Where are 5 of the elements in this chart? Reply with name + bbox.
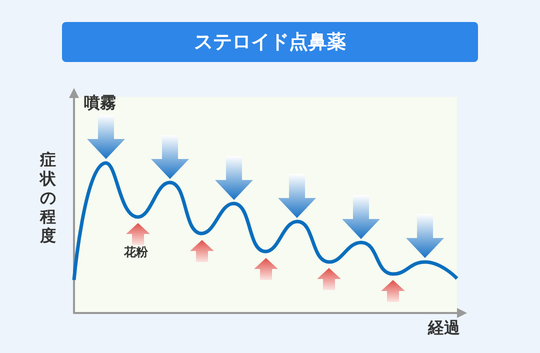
chart-title: ステロイド点鼻薬 [62, 22, 478, 62]
annotation: 花粉 [124, 244, 148, 261]
text: 噴霧 [84, 93, 116, 114]
y-axis-title: 症状の程度 [40, 150, 57, 245]
x-axis-title: 経過 [428, 318, 460, 339]
